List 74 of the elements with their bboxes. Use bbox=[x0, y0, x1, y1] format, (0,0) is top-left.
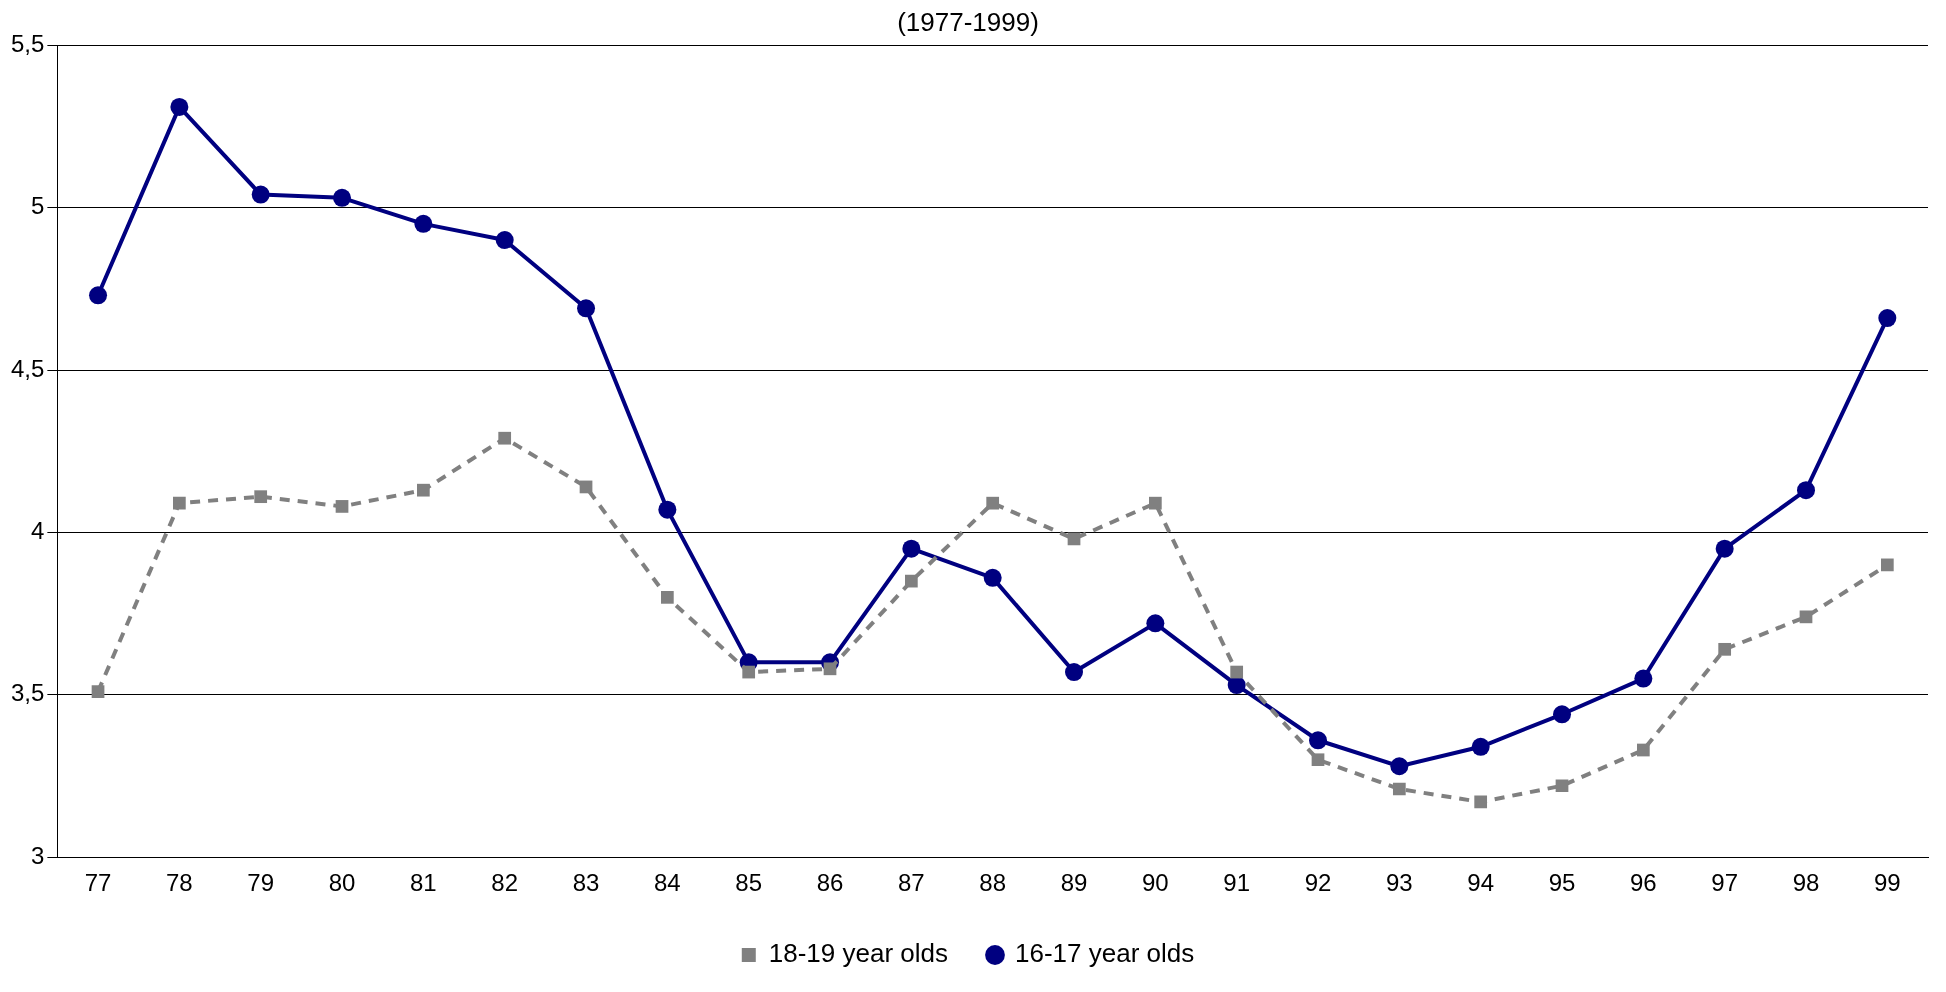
point bbox=[1148, 496, 1162, 510]
point bbox=[335, 500, 349, 513]
x-tick-label: 91 bbox=[1223, 869, 1251, 897]
x-tick-label: 77 bbox=[84, 869, 112, 897]
x-tick-label: 99 bbox=[1873, 869, 1901, 897]
y-tick-label: 4 bbox=[31, 517, 45, 545]
point bbox=[1634, 669, 1653, 688]
point bbox=[1555, 779, 1569, 793]
point bbox=[904, 574, 918, 588]
y-tick-label: 5,5 bbox=[10, 29, 45, 57]
legend-label: 18-19 year olds bbox=[768, 938, 949, 969]
point bbox=[1474, 795, 1488, 809]
point bbox=[416, 483, 430, 497]
point bbox=[498, 431, 512, 445]
x-tick-label: 85 bbox=[735, 869, 763, 897]
x-tick-label: 87 bbox=[898, 869, 925, 897]
point bbox=[902, 539, 921, 558]
x-tick-label: 86 bbox=[816, 869, 844, 897]
point bbox=[1065, 663, 1084, 682]
point bbox=[577, 299, 596, 318]
point bbox=[1392, 782, 1406, 796]
x-tick-label: 93 bbox=[1385, 869, 1413, 897]
point bbox=[986, 496, 1000, 510]
y-tick-label: 3 bbox=[31, 841, 45, 869]
point bbox=[1797, 481, 1815, 500]
x-tick-label: 88 bbox=[979, 869, 1007, 897]
x-tick-label: 95 bbox=[1548, 869, 1576, 897]
point bbox=[1553, 705, 1572, 724]
point bbox=[1799, 610, 1813, 624]
x-tick-label: 98 bbox=[1792, 869, 1820, 897]
point bbox=[89, 286, 108, 305]
point bbox=[660, 591, 674, 604]
x-tick-label: 79 bbox=[247, 869, 275, 897]
point bbox=[1880, 558, 1894, 572]
point bbox=[1309, 731, 1328, 750]
point bbox=[173, 496, 186, 510]
point bbox=[91, 685, 105, 698]
x-tick-label: 83 bbox=[572, 869, 600, 897]
chart-title: (1977-1999) bbox=[897, 6, 1039, 37]
point bbox=[658, 500, 677, 519]
point bbox=[983, 568, 1002, 587]
point bbox=[1718, 642, 1732, 656]
x-tick-label: 90 bbox=[1141, 869, 1169, 897]
x-tick-label: 89 bbox=[1060, 869, 1088, 897]
x-tick-label: 94 bbox=[1467, 869, 1495, 897]
point bbox=[742, 665, 756, 679]
x-tick-label: 84 bbox=[654, 869, 681, 897]
y-tick-label: 5 bbox=[31, 192, 45, 220]
point bbox=[1311, 753, 1325, 767]
x-tick-label: 78 bbox=[166, 869, 193, 897]
point bbox=[414, 214, 433, 233]
point bbox=[1878, 309, 1897, 328]
legend-label: 16-17 year olds bbox=[1015, 938, 1195, 969]
x-tick-label: 80 bbox=[328, 869, 356, 897]
point bbox=[251, 185, 270, 204]
point bbox=[1146, 614, 1165, 633]
point bbox=[1471, 737, 1490, 756]
point bbox=[254, 490, 268, 504]
point bbox=[495, 231, 514, 250]
point bbox=[823, 662, 837, 676]
x-tick-label: 82 bbox=[491, 869, 519, 897]
point bbox=[170, 97, 189, 116]
x-tick-label: 96 bbox=[1629, 869, 1657, 897]
x-tick-label: 97 bbox=[1711, 869, 1739, 897]
point bbox=[1230, 665, 1244, 679]
point bbox=[1390, 757, 1409, 776]
point bbox=[1227, 676, 1246, 695]
y-tick-label: 4,5 bbox=[10, 354, 45, 382]
x-tick-label: 81 bbox=[410, 869, 437, 897]
point bbox=[1636, 743, 1650, 757]
x-tick-label: 92 bbox=[1304, 869, 1332, 897]
point bbox=[333, 188, 352, 207]
point bbox=[1715, 539, 1734, 558]
y-tick-label: 3,5 bbox=[10, 679, 45, 707]
